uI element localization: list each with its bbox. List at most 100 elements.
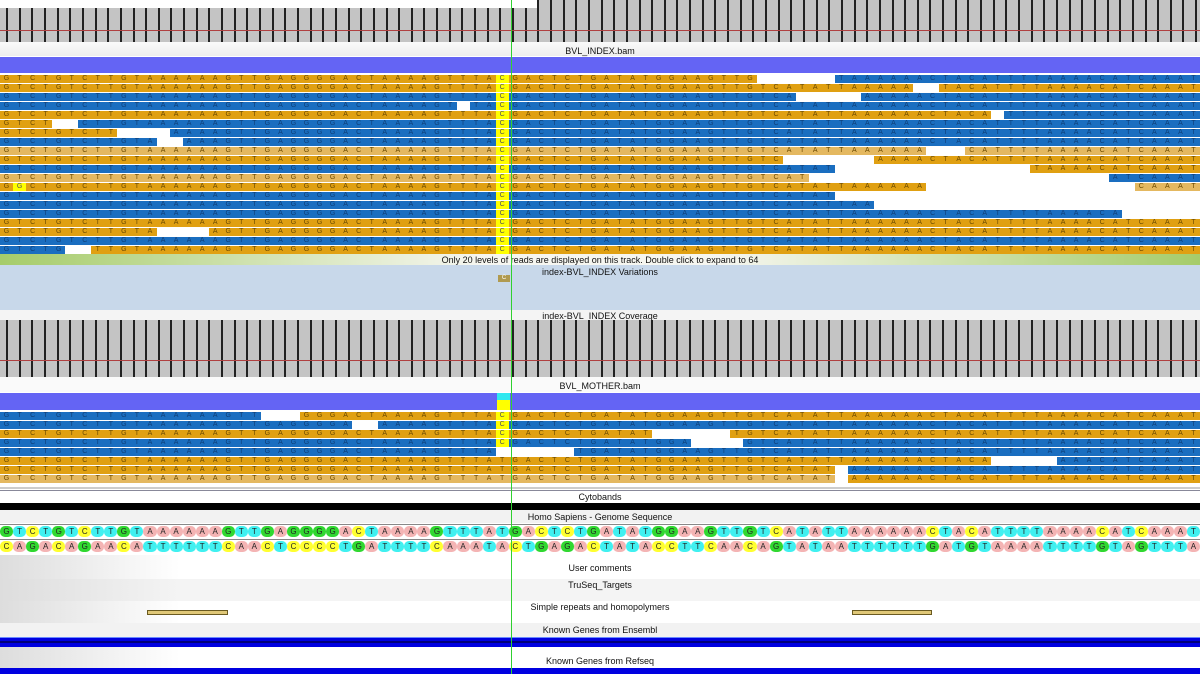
track-label-truseq[interactable]: TruSeq_Targets [568,580,632,590]
repeat-feature[interactable] [147,610,228,615]
track-label-repeats[interactable]: Simple repeats and homopolymers [530,602,670,612]
read-base: C [1099,412,1105,419]
read-base: T [826,466,831,473]
track-label-index-bam[interactable]: BVL_INDEX.bam [565,46,635,56]
read-base: C [930,111,936,118]
read-base: C [82,84,88,91]
track-label-genome[interactable]: Homo Sapiens - Genome Sequence [527,512,673,522]
read-base: G [290,165,297,172]
track-label-refseq[interactable]: Known Genes from Refseq [545,656,655,666]
read-base: T [473,237,479,244]
read-base: A [1112,457,1118,464]
read-base: T [17,457,22,464]
track-label-cytobands[interactable]: Cytobands [578,492,622,502]
read-base: T [134,84,140,91]
read-base: A [147,475,153,482]
ensembl-gene-bar[interactable] [0,637,1200,647]
levels-banner[interactable] [0,254,1200,265]
read-base: C [773,174,779,181]
track-label-variations[interactable]: index-BVL_INDEX Variations [542,267,658,277]
reference-base: A [834,541,848,552]
read-base: T [826,165,831,172]
track-label-ensembl[interactable]: Known Genes from Ensembl [542,625,658,635]
read-base: T [760,147,766,154]
read-base: T [552,439,557,446]
read-base: T [552,165,557,172]
reference-base: A [573,541,587,552]
read-base: A [878,120,883,127]
read-base: A [486,457,492,464]
refseq-gene-bar[interactable] [0,668,1200,674]
reference-base: A [978,526,992,537]
read-base: C [356,457,362,464]
read-base: A [525,457,531,464]
read-base: C [773,466,779,473]
read-base: G [434,201,440,208]
read-base: T [760,210,766,217]
track-label-coverage[interactable]: index-BVL_INDEX Coverage [542,311,658,321]
read-base: T [134,75,140,82]
variation-marker[interactable]: C [498,275,510,282]
read-base: G [290,219,297,226]
track-label-mother-bam[interactable]: BVL_MOTHER.bam [559,381,641,391]
read-base: T [252,246,257,253]
read-base: G [747,102,753,109]
track-label-user-comments[interactable]: User comments [568,563,632,573]
read-base: A [812,457,818,464]
read-base: G [3,246,10,253]
repeat-feature[interactable] [851,610,933,615]
read-base: T [239,75,244,82]
